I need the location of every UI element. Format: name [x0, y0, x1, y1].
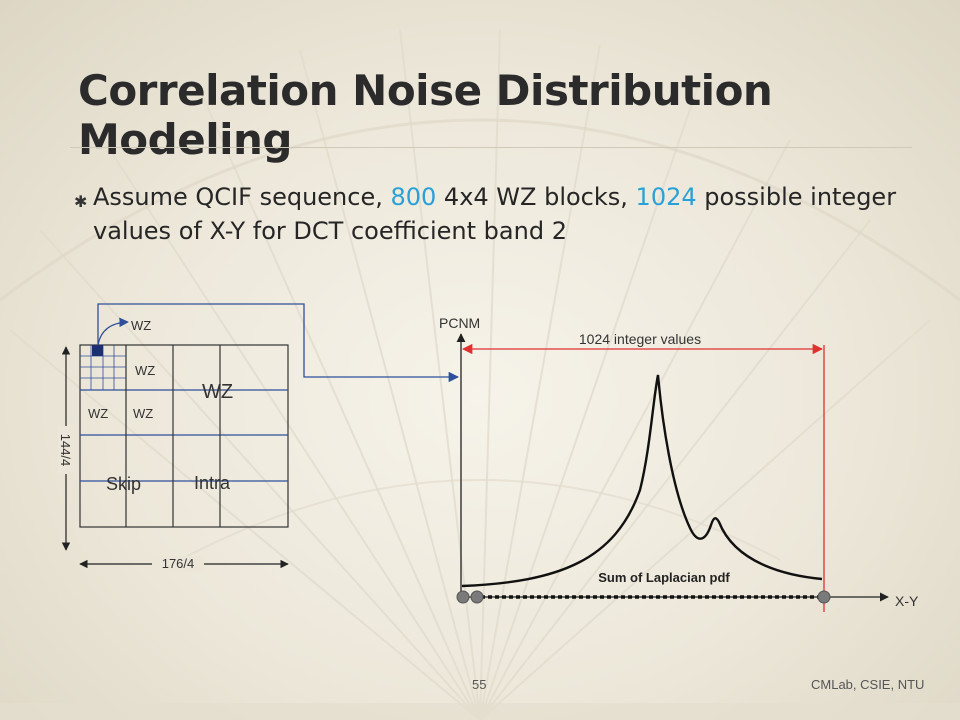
label-wz-a: WZ — [135, 363, 155, 378]
width-label: 176/4 — [162, 556, 195, 571]
slide-title: Correlation Noise Distribution Modeling — [78, 66, 773, 164]
sample-point-end — [817, 590, 831, 604]
label-wz-top: WZ — [131, 318, 151, 333]
label-skip: Skip — [106, 474, 141, 494]
laplacian-curve — [461, 374, 823, 588]
bullet-text-part-3: possible integer values of X-Y for DCT c… — [93, 183, 897, 245]
block-pointer-arrow — [97, 317, 129, 346]
connector-arrow — [97, 303, 460, 383]
label-wz-large: WZ — [202, 381, 233, 403]
curve-label: Sum of Laplacian pdf — [598, 570, 730, 585]
width-label-backdrop — [152, 556, 204, 572]
block-count: 800 — [390, 183, 437, 211]
footer-credit: CMLab, CSIE, NTU — [811, 677, 925, 692]
bullet-text-part-2: 4x4 WZ blocks, — [436, 183, 636, 211]
selected-block — [92, 345, 103, 356]
sample-point-start — [456, 590, 470, 604]
label-intra: Intra — [194, 473, 231, 493]
page-number: 55 — [472, 677, 487, 692]
y-axis-label: PCNM — [439, 315, 480, 331]
title-divider — [70, 147, 912, 148]
x-axis-label: X-Y — [895, 593, 919, 609]
label-wz-c: WZ — [133, 406, 153, 421]
height-label-backdrop — [58, 426, 74, 474]
sample-point-second — [470, 590, 484, 604]
bullet-text-part-1: Assume QCIF sequence, — [93, 183, 391, 211]
range-label: 1024 integer values — [579, 331, 701, 347]
value-count: 1024 — [635, 183, 697, 211]
qcif-frame-grid — [79, 344, 289, 528]
bullet-text: Assume QCIF sequence, 800 4x4 WZ blocks,… — [93, 180, 923, 248]
height-label: 144/4 — [58, 434, 73, 467]
label-wz-b: WZ — [88, 406, 108, 421]
asterisk-icon: ✱ — [74, 194, 88, 211]
